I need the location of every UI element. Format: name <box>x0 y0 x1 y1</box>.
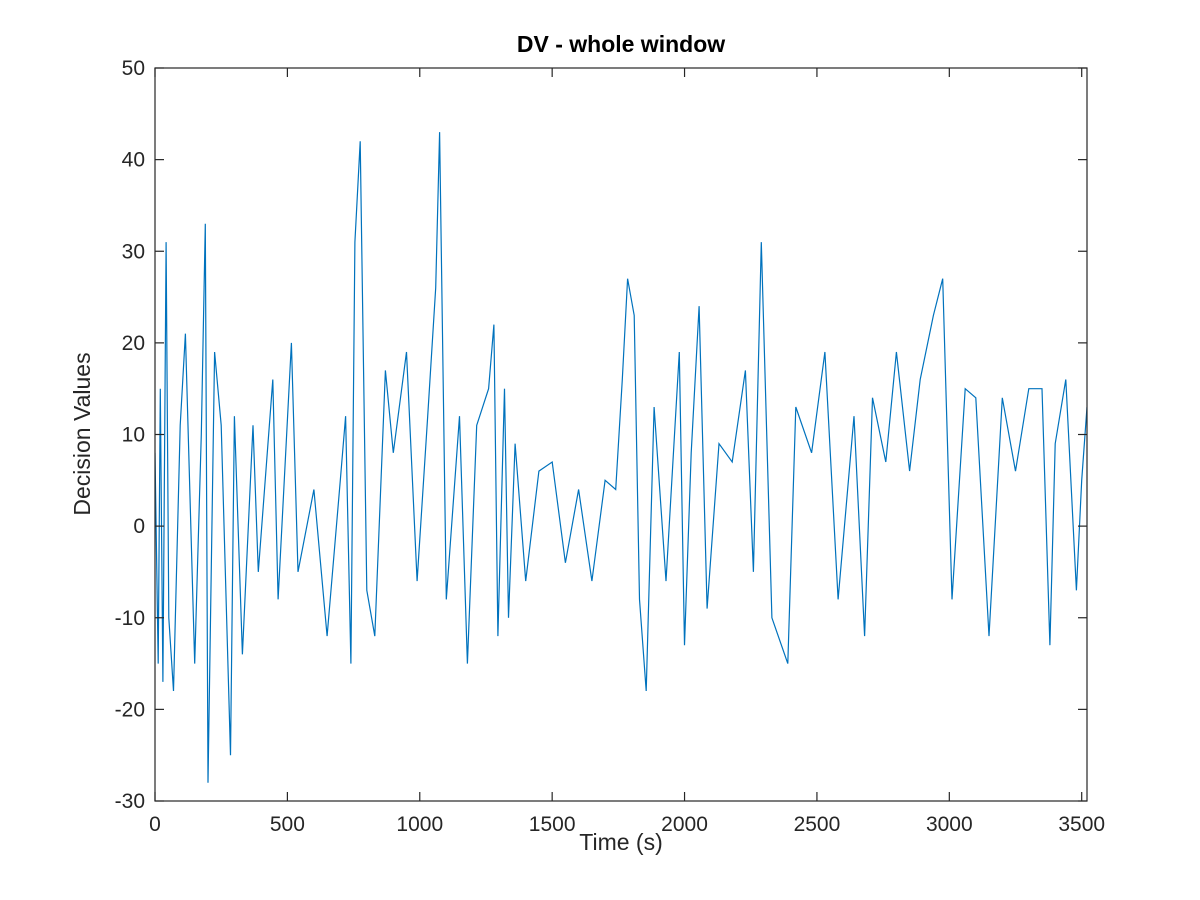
x-tick-label: 2500 <box>794 813 841 836</box>
y-tick-label: -20 <box>115 698 145 721</box>
x-tick-label: 1500 <box>529 813 576 836</box>
y-tick-label: 20 <box>122 332 145 355</box>
x-tick-label: 1000 <box>396 813 443 836</box>
y-tick-label: -30 <box>115 790 145 813</box>
x-tick-label: 2000 <box>661 813 708 836</box>
x-axis-label: Time (s) <box>579 829 662 855</box>
y-tick-label: 0 <box>133 515 145 538</box>
x-tick-label: 500 <box>270 813 305 836</box>
plot-area <box>155 132 1087 783</box>
y-axis-label: Decision Values <box>69 352 95 515</box>
x-tick-label: 0 <box>149 813 161 836</box>
y-tick-label: 40 <box>122 149 145 172</box>
chart-title: DV - whole window <box>517 31 725 57</box>
y-tick-label: 30 <box>122 240 145 263</box>
x-tick-label: 3500 <box>1058 813 1105 836</box>
series-line <box>155 132 1087 783</box>
x-axis: 0 500 1000 1500 2000 2500 3000 3500 <box>149 68 1105 836</box>
y-tick-label: 50 <box>122 57 145 80</box>
y-tick-label: -10 <box>115 607 145 630</box>
y-axis: -30 -20 -10 0 10 20 30 40 50 <box>115 57 1087 813</box>
y-tick-label: 10 <box>122 424 145 447</box>
x-tick-label: 3000 <box>926 813 973 836</box>
